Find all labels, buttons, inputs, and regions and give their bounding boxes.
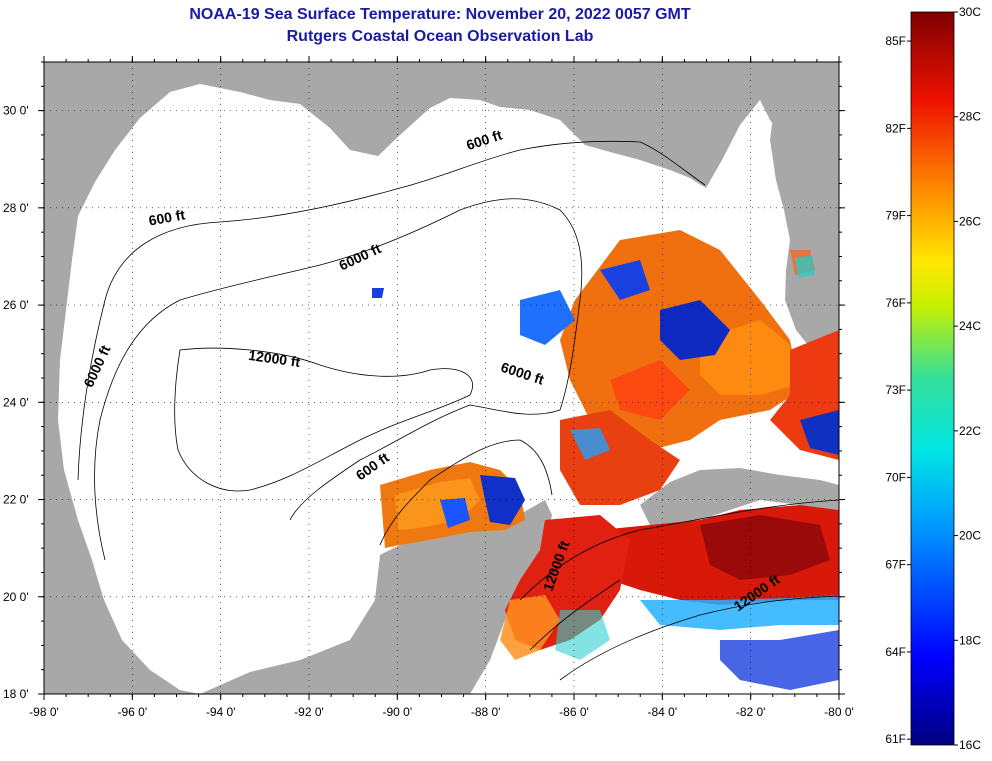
lat-tick-label: 18 0': [3, 687, 29, 701]
lat-tick-label: 26 0': [3, 298, 29, 312]
map-axes: -98 0' -96 0' -94 0' -92 0' -90 0' -88 0' -86 …: [3, 56, 854, 719]
lat-tick-label: 30 0': [3, 104, 29, 118]
contour-label: 600 ft: [147, 206, 186, 228]
graticule: [44, 62, 839, 694]
colorbar-c-label: 20C: [959, 529, 981, 543]
land-yucatan: [200, 500, 552, 694]
colorbar-c-label: 30C: [959, 5, 981, 19]
colorbar-c-label: 26C: [959, 214, 981, 228]
land-florida: [770, 62, 839, 345]
colorbar-f-label: 70F: [885, 470, 906, 484]
colorbar: [910, 11, 955, 746]
lon-tick-label: -84 0': [648, 705, 678, 719]
colorbar-f-label: 67F: [885, 558, 906, 572]
colorbar-f-label: 64F: [885, 645, 906, 659]
colorbar-c-label: 16C: [959, 738, 981, 752]
colorbar-c-label: 18C: [959, 633, 981, 647]
colorbar-labels: 30C 28C 26C 24C 22C 20C 18C 16C 85F 82F 79F 76F 73F 7…: [885, 5, 981, 752]
contour-label: 12000 ft: [247, 347, 301, 370]
colorbar-c-label: 22C: [959, 424, 981, 438]
lon-tick-label: -92 0': [294, 705, 324, 719]
colorbar-f-label: 76F: [885, 296, 906, 310]
lon-tick-label: -80 0': [824, 705, 854, 719]
colorbar-f-label: 85F: [885, 34, 906, 48]
lon-tick-label: -96 0': [118, 705, 148, 719]
colorbar-f-label: 79F: [885, 209, 906, 223]
lon-tick-label: -82 0': [736, 705, 766, 719]
lat-tick-label: 28 0': [3, 201, 29, 215]
lon-tick-label: -98 0': [29, 705, 59, 719]
land-cuba: [640, 468, 839, 528]
lon-tick-label: -94 0': [206, 705, 236, 719]
colorbar-f-label: 61F: [885, 732, 906, 746]
lat-tick-label: 22 0': [3, 493, 29, 507]
lat-tick-label: 20 0': [3, 590, 29, 604]
colorbar-f-label: 82F: [885, 121, 906, 135]
lat-tick-label: 24 0': [3, 395, 29, 409]
bathymetry-contours: [77, 140, 839, 681]
sst-data-layer: [372, 230, 839, 690]
chart-title-line2: Rutgers Coastal Ocean Observation Lab: [286, 28, 594, 45]
colorbar-c-label: 24C: [959, 319, 981, 333]
colorbar-c-label: 28C: [959, 110, 981, 124]
colorbar-f-label: 73F: [885, 383, 906, 397]
lon-tick-label: -88 0': [471, 705, 501, 719]
chart-title-line1: NOAA-19 Sea Surface Temperature: Novembe…: [189, 6, 691, 23]
lon-tick-label: -86 0': [559, 705, 589, 719]
lon-tick-label: -90 0': [383, 705, 413, 719]
land-north-america: [44, 62, 839, 694]
